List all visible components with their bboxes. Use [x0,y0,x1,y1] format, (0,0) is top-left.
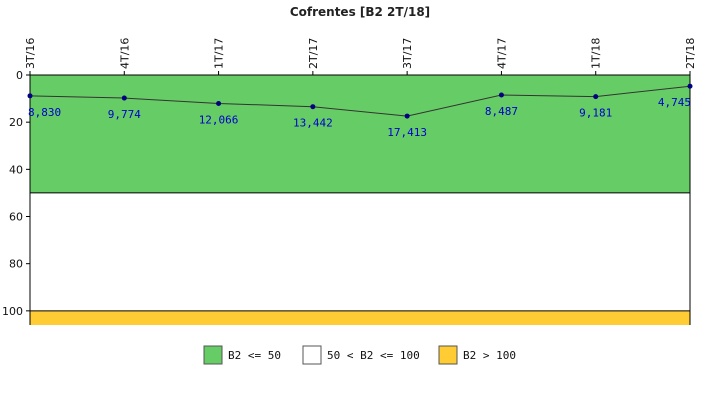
band-1 [30,192,690,311]
band-2 [30,310,690,325]
legend-label-1: 50 < B2 <= 100 [327,349,420,362]
legend-swatch-1 [302,345,322,365]
data-label-1: 9,774 [108,108,141,121]
data-label-7: 4,745 [658,96,691,109]
legend: B2 <= 50 50 < B2 <= 100 B2 > 100 [203,345,516,365]
band-0 [30,75,690,193]
legend-swatch-0 [203,345,223,365]
data-label-0: 8,830 [28,106,61,119]
x-tick-label-1: 4T/16 [118,38,131,69]
series-line: 8,830 9,774 12,066 13,442 17,413 8,487 9,181 4,… [27,83,693,139]
x-tick-label-7: 2T/18 [684,38,697,69]
data-label-5: 8,487 [485,105,518,118]
data-label-3: 13,442 [293,117,333,130]
threshold-bands [30,75,690,325]
data-point-0 [27,93,33,99]
y-tick-label-3: 60 [9,211,23,224]
legend-label-2: B2 > 100 [463,349,516,362]
y-tick-label-2: 40 [9,163,23,176]
x-tick-label-0: 3T/16 [24,38,37,69]
data-label-6: 9,181 [579,107,612,120]
x-axis: 3T/16 4T/16 1T/17 2T/17 3T/17 4T/17 1T/18 2T/18 [24,38,697,75]
y-tick-label-1: 20 [9,116,23,129]
data-point-4 [404,113,410,119]
data-label-4: 17,413 [387,126,427,139]
x-tick-label-2: 1T/17 [213,38,226,69]
legend-label-0: B2 <= 50 [228,349,281,362]
x-tick-label-3: 2T/17 [307,38,320,69]
data-point-5 [498,92,504,98]
y-tick-label-4: 80 [9,258,23,271]
y-axis: 0 20 40 60 80 100 [2,69,30,318]
x-tick-label-5: 4T/17 [495,38,508,69]
data-point-2 [216,100,222,106]
plot-frame [29,74,691,325]
data-point-7 [687,83,693,89]
y-tick-label-0: 0 [16,69,23,82]
data-point-6 [593,94,599,100]
x-tick-label-4: 3T/17 [401,38,414,69]
chart-title: Cofrentes [B2 2T/18] [290,5,430,19]
data-point-1 [121,95,127,101]
series-polyline [29,85,691,117]
y-tick-label-5: 100 [2,305,23,318]
x-tick-label-6: 1T/18 [590,38,603,69]
legend-swatch-2 [438,345,458,365]
data-label-2: 12,066 [199,113,239,126]
data-point-3 [310,104,316,110]
